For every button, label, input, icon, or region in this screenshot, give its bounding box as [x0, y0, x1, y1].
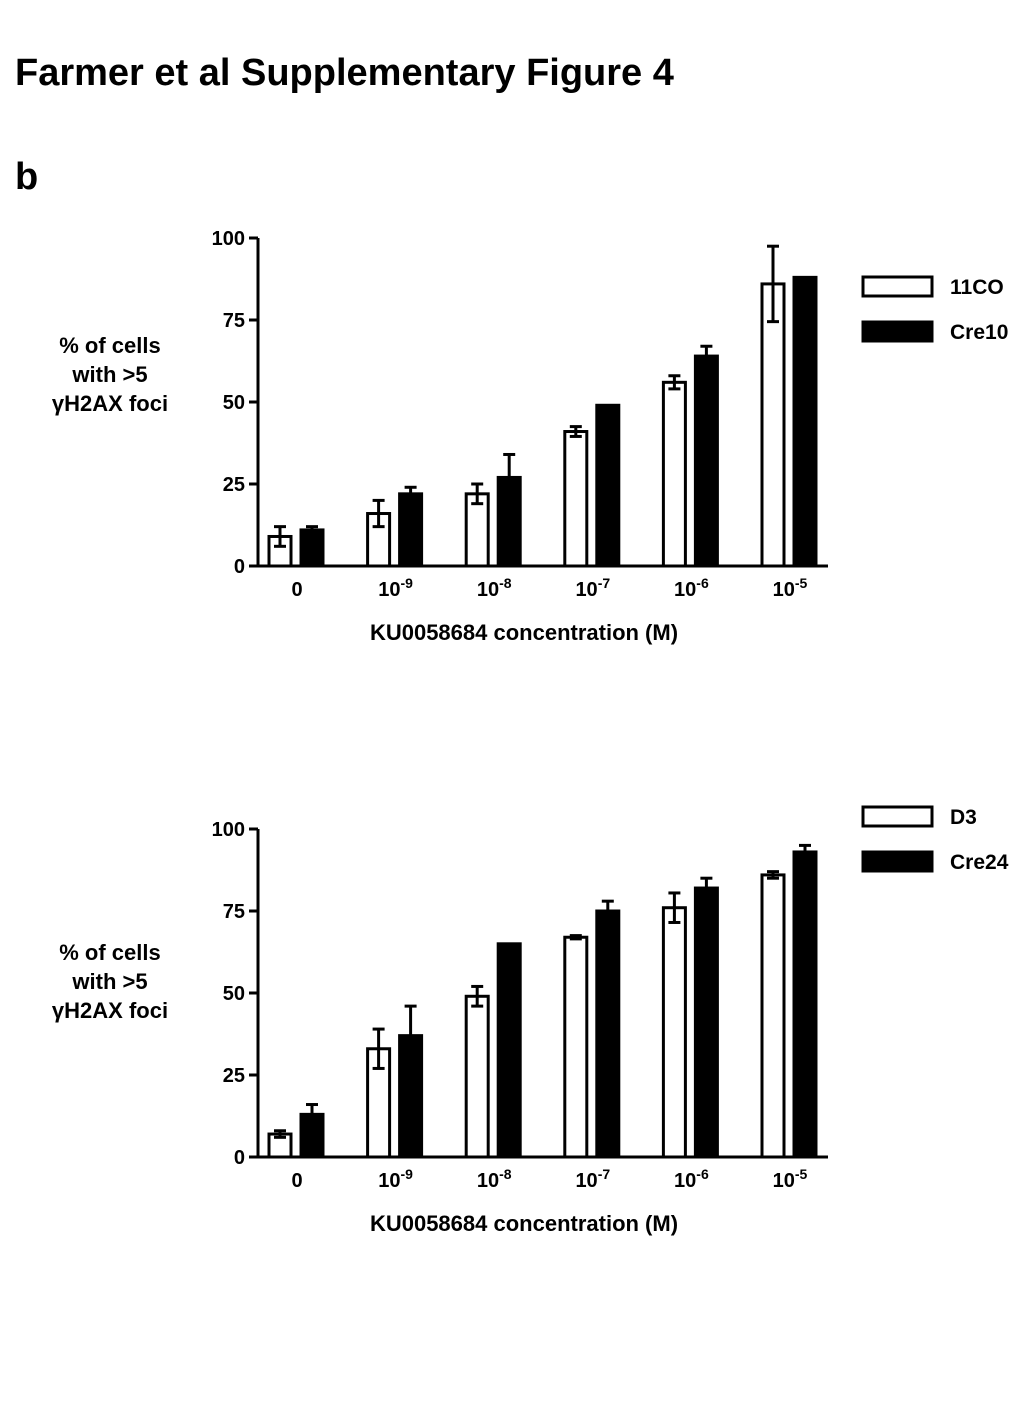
y-axis-label: % of cells with >5 γH2AX foci — [52, 333, 168, 416]
y-tick-label: 25 — [223, 1065, 245, 1087]
legend-label-d3: D3 — [950, 806, 977, 829]
x-tick-label: 10-7 — [575, 1166, 610, 1192]
legend-swatch-d3 — [861, 805, 934, 828]
x-axis-label: KU0058684 concentration (M) — [370, 1211, 678, 1236]
bar-cre10-2 — [496, 475, 522, 568]
legend-label-cre10: Cre10 — [950, 321, 1008, 344]
x-tick-label: 10-9 — [378, 575, 413, 601]
y-tick-label: 75 — [223, 310, 245, 332]
bar-cre10-0 — [299, 528, 325, 568]
bar-d3-4 — [661, 906, 687, 1159]
legend-label-11co: 11CO — [950, 276, 1004, 299]
panel-label: b — [15, 156, 39, 198]
legend-swatch-11co — [861, 275, 934, 298]
chart-2: 0 25 50 75 100 % of cells with >5 γH2AX foci 0 10… — [52, 805, 1009, 1236]
y-tick-label: 25 — [223, 474, 245, 496]
bar-cre10-1 — [398, 492, 424, 568]
y-tick-label: 50 — [223, 983, 245, 1005]
y-tick-label: 75 — [223, 901, 245, 923]
x-tick-label: 10-6 — [674, 1166, 709, 1192]
bar-cre10-5 — [792, 275, 818, 568]
bar-11co-4 — [661, 380, 687, 568]
bar-d3-2 — [464, 994, 490, 1159]
x-tick-label: 10-6 — [674, 575, 709, 601]
bar-d3-3 — [563, 935, 589, 1159]
bar-cre24-0 — [299, 1112, 325, 1159]
bar-cre24-2 — [496, 942, 522, 1159]
x-axis-label: KU0058684 concentration (M) — [370, 620, 678, 645]
x-tick-label: 10-7 — [575, 575, 610, 601]
bar-cre10-3 — [595, 403, 621, 568]
page-title: Farmer et al Supplementary Figure 4 — [15, 52, 674, 94]
bar-d3-5 — [760, 873, 786, 1159]
y-tick-label: 0 — [234, 556, 245, 578]
x-tick-label: 0 — [291, 1170, 302, 1192]
y-tick-label: 0 — [234, 1147, 245, 1169]
legend-swatch-cre10 — [861, 320, 934, 343]
bar-cre10-4 — [693, 354, 719, 568]
y-tick-label: 100 — [212, 228, 245, 250]
y-axis-label: % of cells with >5 γH2AX foci — [52, 940, 168, 1023]
x-tick-label: 10-8 — [477, 575, 512, 601]
bar-11co-3 — [563, 430, 589, 568]
x-tick-label: 10-5 — [773, 575, 808, 601]
bar-11co-5 — [760, 282, 786, 568]
bar-cre24-4 — [693, 886, 719, 1159]
y-tick-label: 100 — [212, 819, 245, 841]
bar-cre24-1 — [398, 1034, 424, 1159]
x-tick-label: 10-8 — [477, 1166, 512, 1192]
x-tick-label: 10-9 — [378, 1166, 413, 1192]
legend-swatch-cre24 — [861, 850, 934, 873]
bar-cre24-5 — [792, 850, 818, 1159]
x-tick-label: 0 — [291, 579, 302, 601]
legend-label-cre24: Cre24 — [950, 851, 1009, 874]
chart-1: 0 25 50 75 100 % of cells with >5 γH2AX foci 0 10… — [52, 228, 1008, 645]
bar-cre24-3 — [595, 909, 621, 1159]
x-tick-label: 10-5 — [773, 1166, 808, 1192]
y-tick-label: 50 — [223, 392, 245, 414]
